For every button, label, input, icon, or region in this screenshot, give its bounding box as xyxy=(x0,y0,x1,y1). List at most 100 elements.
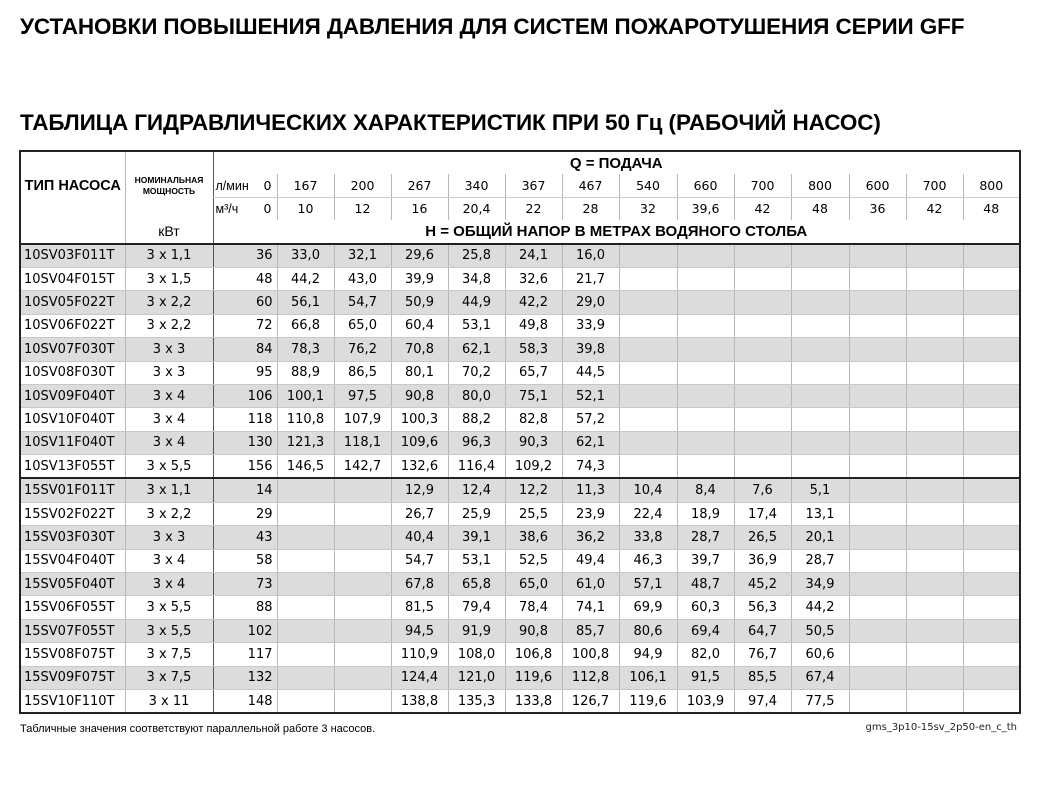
lmin-value: 167 xyxy=(276,174,334,198)
head-value: 20,1 xyxy=(790,525,849,550)
lmin-value: 700 xyxy=(733,174,791,198)
pump-model: 10SV07F030T xyxy=(20,337,125,362)
head-value: 142,7 xyxy=(333,454,391,479)
head-value: 90,3 xyxy=(504,431,562,456)
max-head: 156 xyxy=(212,454,277,479)
head-value xyxy=(848,361,906,385)
head-value xyxy=(905,314,963,339)
head-value: 81,5 xyxy=(390,595,448,620)
flow-header: Q = ПОДАЧА xyxy=(212,151,1020,175)
head-value: 112,8 xyxy=(561,666,619,690)
head-value: 18,9 xyxy=(676,502,734,527)
head-value: 109,2 xyxy=(504,454,562,479)
head-value: 43,0 xyxy=(333,267,391,292)
head-value xyxy=(962,619,1020,644)
head-value: 52,1 xyxy=(561,384,619,409)
head-value: 36,9 xyxy=(733,549,791,574)
head-value: 110,9 xyxy=(390,642,448,667)
head-value xyxy=(962,337,1020,362)
head-value: 39,7 xyxy=(676,549,734,574)
m3h-value: 42 xyxy=(733,197,791,221)
head-value: 46,3 xyxy=(618,549,677,574)
max-head: 29 xyxy=(212,502,277,527)
head-value xyxy=(790,361,849,385)
head-value: 69,9 xyxy=(618,595,677,620)
head-value xyxy=(733,361,791,385)
head-value xyxy=(618,337,677,362)
head-value: 100,3 xyxy=(390,407,448,432)
head-value: 119,6 xyxy=(618,689,677,714)
head-value: 60,4 xyxy=(390,314,448,339)
max-head: 84 xyxy=(212,337,277,362)
head-value: 69,4 xyxy=(676,619,734,644)
head-value: 133,8 xyxy=(504,689,562,714)
head-value xyxy=(905,407,963,432)
head-value xyxy=(790,407,849,432)
head-value: 126,7 xyxy=(561,689,619,714)
document-title: УСТАНОВКИ ПОВЫШЕНИЯ ДАВЛЕНИЯ ДЛЯ СИСТЕМ … xyxy=(20,14,965,39)
head-value xyxy=(618,407,677,432)
rated-power: 3 x 1,5 xyxy=(124,267,213,292)
head-value: 53,1 xyxy=(447,549,505,574)
rated-power-header: НОМИНАЛЬНАЯ МОЩНОСТЬ xyxy=(124,151,213,221)
head-value: 34,8 xyxy=(447,267,505,292)
pump-model: 10SV05F022T xyxy=(20,290,125,315)
rated-power: 3 x 4 xyxy=(124,572,213,597)
m3h-value: 48 xyxy=(962,197,1020,221)
lmin-value: 600 xyxy=(848,174,906,198)
pump-model: 15SV10F110T xyxy=(20,689,125,714)
head-value: 100,1 xyxy=(276,384,334,409)
head-value: 32,1 xyxy=(333,243,391,268)
rated-power: 3 x 3 xyxy=(124,337,213,362)
m3h-value: 48 xyxy=(790,197,849,221)
head-value xyxy=(962,502,1020,527)
head-value xyxy=(962,595,1020,620)
pump-model: 10SV06F022T xyxy=(20,314,125,339)
head-value xyxy=(733,243,791,268)
head-value xyxy=(905,502,963,527)
table-row: 10SV07F030T 3 x 3 84 78,3 76,2 70,8 62,1 58,3 39… xyxy=(20,337,1020,362)
m3h-value: 28 xyxy=(561,197,619,221)
pump-model: 15SV04F040T xyxy=(20,549,125,574)
head-value: 96,3 xyxy=(447,431,505,456)
m3h-value: 16 xyxy=(390,197,448,221)
head-value xyxy=(905,267,963,292)
head-value xyxy=(790,267,849,292)
head-value: 106,1 xyxy=(618,666,677,690)
head-value: 60,3 xyxy=(676,595,734,620)
rated-power: 3 x 5,5 xyxy=(124,595,213,620)
head-value: 124,4 xyxy=(390,666,448,690)
head-value xyxy=(905,454,963,479)
lmin-value: 0 xyxy=(257,174,277,198)
head-value xyxy=(848,502,906,527)
head-value: 39,9 xyxy=(390,267,448,292)
head-value xyxy=(333,477,391,503)
max-head: 60 xyxy=(212,290,277,315)
head-value: 76,2 xyxy=(333,337,391,362)
head-value xyxy=(962,361,1020,385)
lmin-unit: л/мин xyxy=(212,174,257,198)
head-value: 36,2 xyxy=(561,525,619,550)
head-value xyxy=(676,337,734,362)
table-row: 15SV06F055T 3 x 5,5 88 81,5 79,4 78,4 74,1 69,9… xyxy=(20,595,1020,620)
head-value: 86,5 xyxy=(333,361,391,385)
head-value xyxy=(848,642,906,667)
head-value xyxy=(618,384,677,409)
max-head: 88 xyxy=(212,595,277,620)
max-head: 117 xyxy=(212,642,277,667)
max-head: 43 xyxy=(212,525,277,550)
head-value: 28,7 xyxy=(676,525,734,550)
head-value xyxy=(905,642,963,667)
head-value: 25,8 xyxy=(447,243,505,268)
table-row: 15SV03F030T 3 x 3 43 40,4 39,1 38,6 36,2 33,8 28… xyxy=(20,525,1020,550)
table-row: 10SV13F055T 3 x 5,5 156 146,5 142,7 132,6 116,… xyxy=(20,454,1020,479)
head-value: 29,0 xyxy=(561,290,619,315)
pump-model: 15SV05F040T xyxy=(20,572,125,597)
head-value: 146,5 xyxy=(276,454,334,479)
m3h-value: 39,6 xyxy=(676,197,734,221)
rated-power: 3 x 1,1 xyxy=(124,243,213,268)
head-value: 62,1 xyxy=(447,337,505,362)
head-value: 44,2 xyxy=(790,595,849,620)
max-head: 130 xyxy=(212,431,277,456)
head-value xyxy=(848,525,906,550)
